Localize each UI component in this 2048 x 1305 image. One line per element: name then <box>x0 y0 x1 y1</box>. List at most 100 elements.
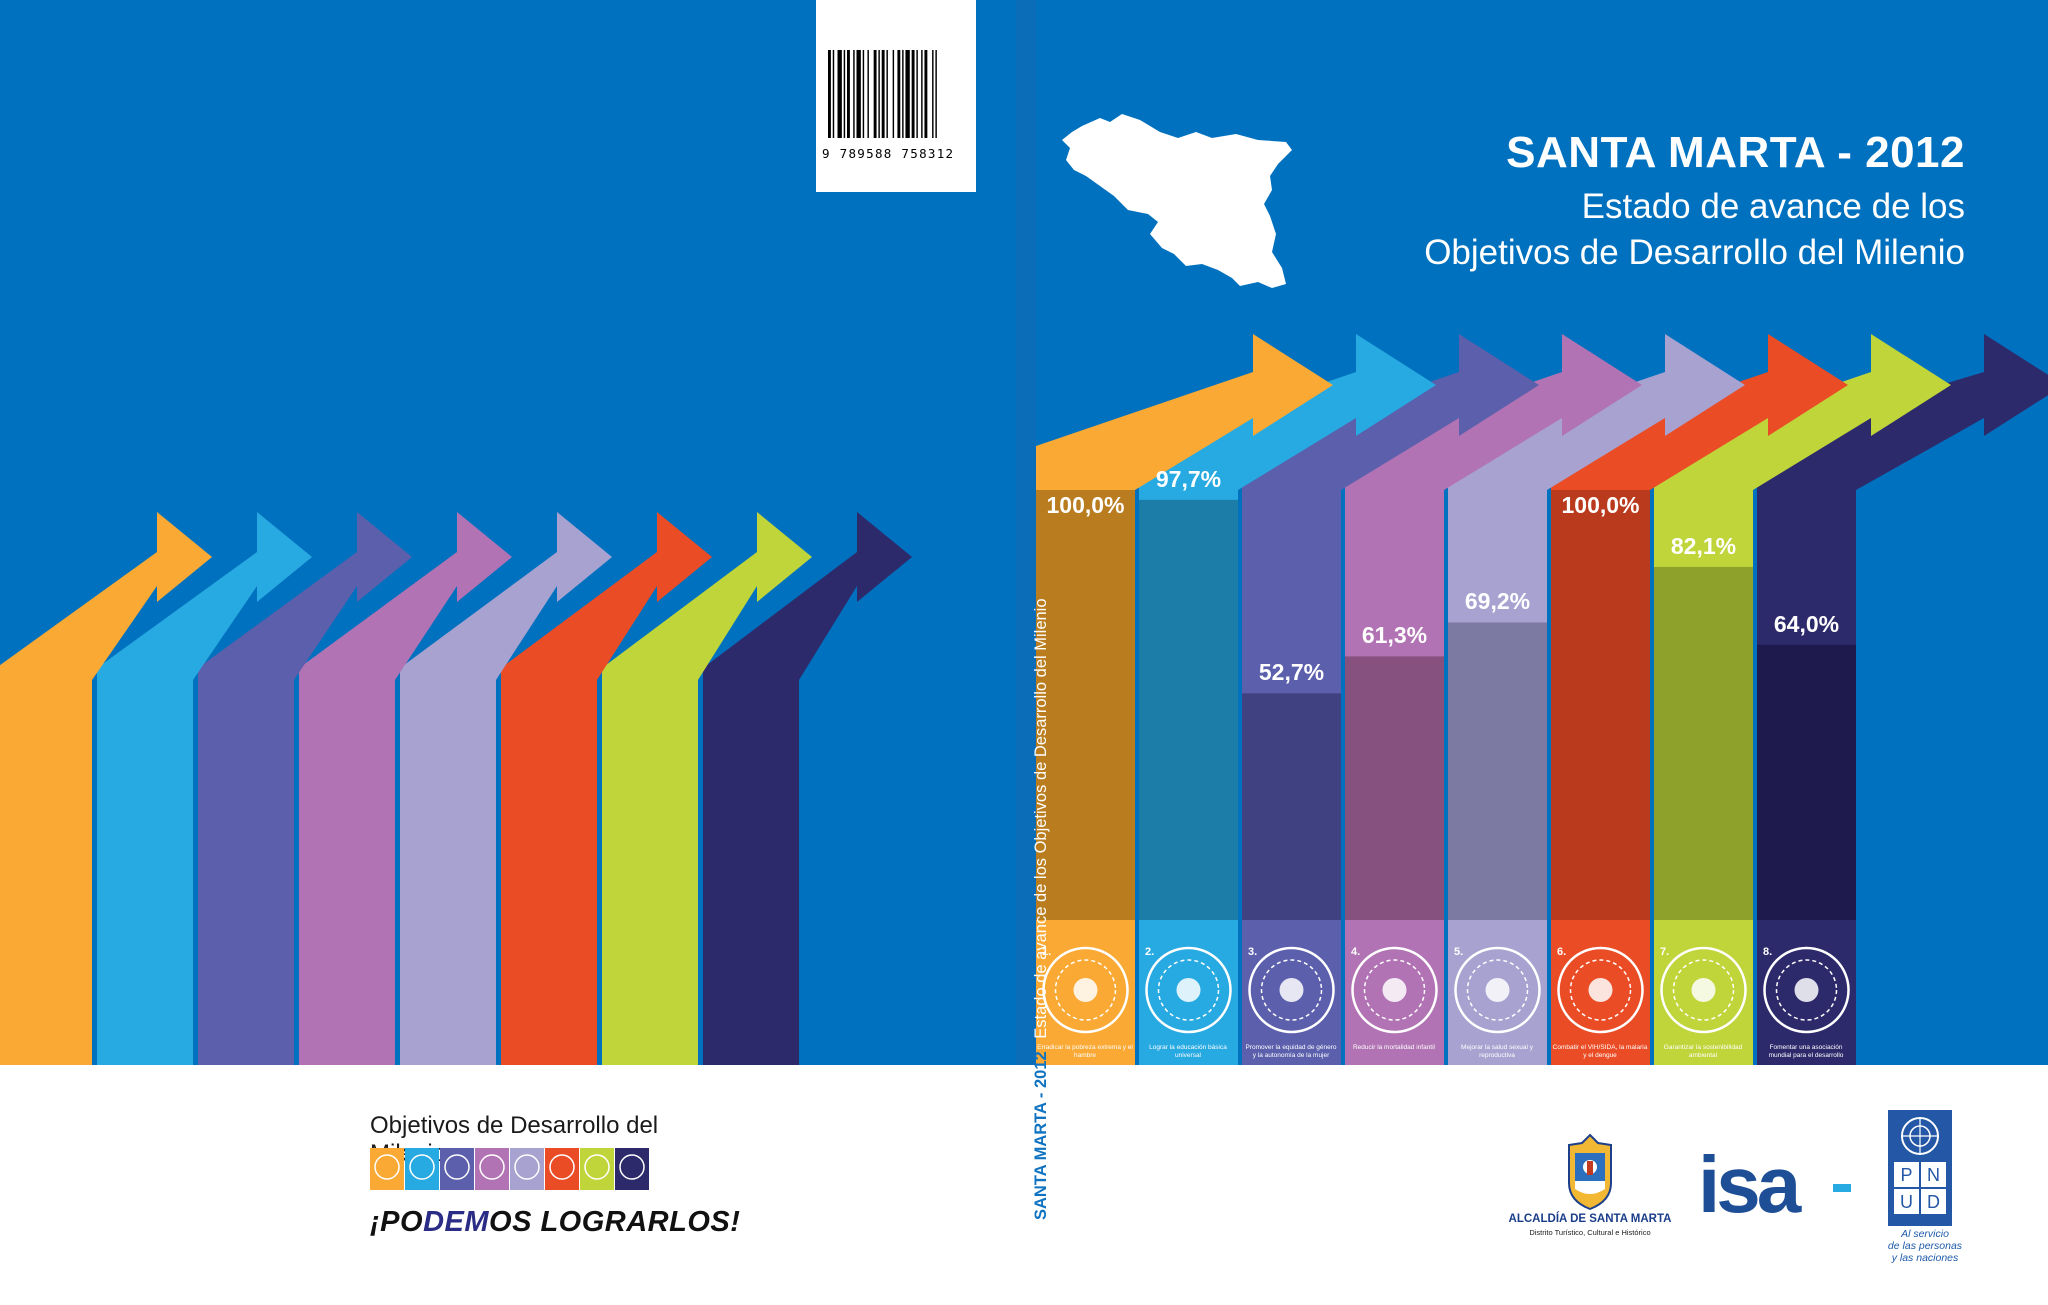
goal-number-8: 8. <box>1763 946 1773 958</box>
goal-icon-center-2 <box>1176 978 1201 1002</box>
pnud-letter-p: P <box>1900 1165 1912 1185</box>
odm-strip-icon-2 <box>409 1154 435 1180</box>
goal-icon-center-4 <box>1382 978 1407 1002</box>
pnud-logo: P N U D <box>1888 1110 1952 1226</box>
back-cover-arrows <box>0 512 912 1065</box>
back-arrow-1 <box>0 512 212 1065</box>
goal-icon-inner-4 <box>1363 959 1426 1021</box>
barcode-icon <box>828 50 937 138</box>
back-arrow-4 <box>299 512 512 1065</box>
goal-icon-center-5 <box>1485 978 1510 1002</box>
goal-icon-1 <box>1042 946 1129 1034</box>
goal-number-1: 1. <box>1042 946 1052 958</box>
alcaldia-name: ALCALDÍA DE SANTA MARTA <box>1508 1213 1672 1225</box>
pnud-letter-n: N <box>1927 1165 1940 1185</box>
spine-footer <box>1016 1065 1036 1305</box>
goal-icon-8 <box>1763 946 1850 1034</box>
goal-icon-3 <box>1248 946 1335 1034</box>
goal-icon-2 <box>1145 946 1232 1034</box>
pnud-letter-d: D <box>1927 1192 1940 1212</box>
goal-icon-center-8 <box>1794 978 1819 1002</box>
odm-icon-strip <box>370 1148 649 1190</box>
goal-caption-4: Reducir la mortalidad infantil <box>1352 1044 1435 1051</box>
chart-bars <box>1036 490 1856 920</box>
magdalena-map-icon <box>1062 114 1292 288</box>
spine-subtitle: Estado de avance de los Objetivos de Des… <box>1032 598 1050 1039</box>
goal-icon-7 <box>1660 946 1747 1034</box>
bar-value-label-3: 52,7% <box>1258 659 1325 686</box>
bar-value-label-7: 82,1% <box>1670 532 1737 559</box>
goal-badges <box>1036 920 1856 1065</box>
odm-strip-icon-4 <box>479 1154 505 1180</box>
barcode <box>816 0 976 192</box>
goal-icon-inner-3 <box>1260 959 1323 1021</box>
bar-goal-3 <box>1242 693 1341 920</box>
pnud-tagline-2: de las personas <box>1887 1240 1963 1252</box>
back-arrow-8 <box>703 512 912 1065</box>
goal-icon-inner-5 <box>1466 959 1529 1021</box>
goal-icon-4 <box>1351 946 1438 1034</box>
cover-subtitle-line1: Estado de avance de los <box>1581 187 1965 226</box>
goal-caption-6: Combatir el VIH/SIDA, la malaria y el de… <box>1552 1044 1648 1059</box>
goal-number-2: 2. <box>1145 946 1155 958</box>
goal-caption-8: Fomentar una asociación mundial para el … <box>1768 1044 1844 1059</box>
bar-value-label-1: 100,0% <box>1046 492 1125 518</box>
goal-number-5: 5. <box>1454 946 1464 958</box>
spine <box>1016 0 1036 1305</box>
odm-strip-icon-5 <box>514 1154 540 1180</box>
cover-subtitle-line2: Objetivos de Desarrollo del Milenio <box>1424 233 1965 272</box>
podemos-slogan: ¡PODEMOS LOGRARLOS! <box>370 1206 740 1239</box>
pnud-tagline-3: y las naciones <box>1891 1252 1959 1264</box>
pnud-letter-u: U <box>1900 1192 1913 1212</box>
slogan-part-3: OS LOGRARLOS! <box>489 1206 741 1238</box>
goal-caption-5: Mejorar la salud sexual y reproductiva <box>1461 1044 1533 1059</box>
goal-caption-7: Garantizar la sostenibilidad ambiental <box>1663 1044 1743 1059</box>
bar-value-label-5: 69,2% <box>1464 588 1531 615</box>
goal-caption-1: Erradicar la pobreza extrema y el hambre <box>1037 1044 1133 1059</box>
goal-icon-center-1 <box>1073 978 1098 1002</box>
goal-number-6: 6. <box>1557 946 1567 958</box>
pnud-tagline-1: Al servicio <box>1901 1228 1949 1240</box>
back-arrow-2 <box>97 512 312 1065</box>
slogan-part-2: DEM <box>423 1206 490 1238</box>
spine-text: SANTA MARTA - 2012 Estado de avance de l… <box>1032 540 1051 1220</box>
goal-icon-5 <box>1454 946 1541 1034</box>
goal-caption-3: Promover la equidad de género y la auton… <box>1245 1044 1337 1059</box>
goal-icon-inner-8 <box>1775 959 1838 1021</box>
barcode-digits: 9 789588 758312 <box>822 146 955 161</box>
odm-strip-icon-3 <box>444 1154 470 1180</box>
odm-strip-icon-8 <box>619 1154 645 1180</box>
odm-strip-icon-6 <box>549 1154 575 1180</box>
goal-caption-2: Lograr la educación básica universal <box>1149 1044 1227 1059</box>
goal-icon-center-6 <box>1588 978 1613 1002</box>
slogan-part-1: ¡PO <box>370 1206 424 1238</box>
goal-icon-6 <box>1557 946 1644 1034</box>
alcaldia-subtitle: Distrito Turístico, Cultural e Histórico <box>1529 1228 1651 1237</box>
goal-icon-inner-2 <box>1157 959 1220 1021</box>
bar-value-label-2: 97,7% <box>1155 465 1222 492</box>
isa-logo: isa <box>1698 1150 1851 1225</box>
goal-number-3: 3. <box>1248 946 1258 958</box>
goal-icon-inner-6 <box>1569 959 1632 1021</box>
back-arrow-6 <box>501 512 712 1065</box>
goal-icon-center-7 <box>1691 978 1716 1002</box>
odm-strip-icon-7 <box>584 1154 610 1180</box>
alcaldia-shield-icon <box>1568 1133 1612 1211</box>
bar-goal-8 <box>1757 644 1856 920</box>
goal-number-4: 4. <box>1351 946 1361 958</box>
bar-value-label-4: 61,3% <box>1361 622 1428 649</box>
bar-goal-2 <box>1139 499 1238 920</box>
cover-title: SANTA MARTA - 2012 <box>1506 128 1965 177</box>
pnud-tagline: Al servicio de las personas y las nacion… <box>1870 1228 1980 1264</box>
goal-icon-center-3 <box>1279 978 1304 1002</box>
bar-value-label-8: 64,0% <box>1773 610 1840 637</box>
back-arrow-5 <box>400 512 612 1065</box>
bar-goal-5 <box>1448 622 1547 920</box>
bar-goal-6 <box>1551 490 1650 920</box>
bar-goal-4 <box>1345 656 1444 920</box>
back-arrow-7 <box>602 512 812 1065</box>
isa-logo-text: isa <box>1698 1150 1802 1225</box>
goal-icon-inner-1 <box>1054 959 1117 1021</box>
